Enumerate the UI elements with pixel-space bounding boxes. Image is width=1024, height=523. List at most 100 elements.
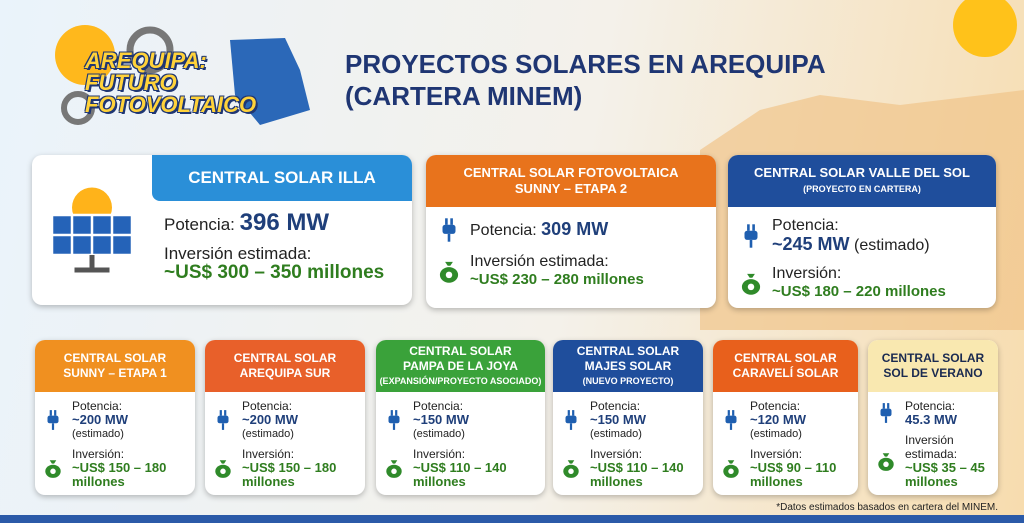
card-header: CENTRAL SOLAR FOTOVOLTAICA SUNNY – ETAPA … [426,155,716,207]
solar-panel-icon [50,187,134,273]
investment-label: Inversión: [72,447,125,461]
investment-row: Inversión: ~US$ 180 – 220 millones [738,265,986,301]
investment-text: Inversión: ~US$ 150 – 180 millones [72,447,166,489]
power-row: Potencia: 309 MW [436,217,706,243]
bag-icon [878,453,894,471]
page-title: PROYECTOS SOLARES EN AREQUIPA (CARTERA M… [345,48,826,112]
power-note: (estimado) [242,428,294,440]
power-row: Potencia: ~200 MW (estimado) [42,399,188,441]
investment-value: ~US$ 180 – 220 millones [772,283,946,300]
bag-icon [741,273,761,295]
bag-icon [723,460,739,478]
investment-value: ~US$ 110 – 140 [590,460,684,475]
power-text: Potencia: ~200 MW (estimado) [72,399,128,441]
power-row: Potencia: 45.3 MW [875,399,991,427]
card-body: Potencia: ~200 MW (estimado) Inversión: ~US$… [205,392,365,495]
card-body: Potencia: ~200 MW (estimado) Inversión: ~US$… [35,392,195,495]
investment-value: millones [413,474,466,489]
card-header: CENTRAL SOLAR MAJES SOLAR (NUEVO PROYECTO) [553,340,703,392]
investment-label: Inversión: [772,265,842,282]
power-label: Potencia: [590,399,641,413]
investment-value: millones [242,474,295,489]
card-title: CENTRAL SOLAR VALLE DEL SOL [754,165,970,180]
card-title: CARAVELÍ SOLAR [732,366,839,380]
card-body: Potencia: ~150 MW (estimado) Inversión: ~US$… [376,392,545,495]
investment-label: Inversión estimada: [905,433,958,461]
card-header: CENTRAL SOLAR CARAVELÍ SOLAR [713,340,858,392]
power-value: ~120 MW [750,412,806,427]
footnote: *Datos estimados basados en cartera del … [776,502,998,513]
power-text: Potencia: ~245 MW (estimado) [772,217,930,255]
project-card: CENTRAL SOLAR SUNNY – ETAPA 1 Potencia: ~20… [35,340,195,495]
investment-text: Inversión: ~US$ 150 – 180 millones [242,447,336,489]
power-label: Potencia: [750,399,801,413]
investment-label: Inversión: [750,447,803,461]
project-card: CENTRAL SOLAR SOL DE VERANO Potencia: 45.3 … [868,340,998,495]
investment-row: Inversión: ~US$ 150 – 180 millones [212,447,358,489]
power-value: ~245 MW [772,234,850,254]
investment-value: ~US$ 35 – 45 [905,460,985,475]
power-label: Potencia: [905,399,956,413]
power-text: Potencia: ~150 MW (estimado) [413,399,469,441]
plug-icon [565,410,577,430]
investment-row: Inversión: ~US$ 110 – 140 millones [383,447,538,489]
card-body: Potencia: ~245 MW (estimado) Inversión: ~US… [728,207,996,308]
card-body: Potencia: 309 MW Inversión estimada: ~US$ … [426,207,716,299]
power-row: Potencia: ~150 MW (estimado) [383,399,538,441]
power-note: (estimado) [413,428,465,440]
card-subtitle: (EXPANSIÓN/PROYECTO ASOCIADO) [379,375,542,386]
power-note: (estimado) [853,237,930,254]
investment-text: Inversión: ~US$ 110 – 140 millones [590,447,684,489]
power-note: (estimado) [72,428,124,440]
power-text: Potencia: 309 MW [470,220,608,240]
bag-icon [215,460,231,478]
project-card: CENTRAL SOLAR CARAVELÍ SOLAR Potencia: ~120… [713,340,858,495]
project-card: CENTRAL SOLAR VALLE DEL SOL (PROYECTO EN … [728,155,996,308]
plug-icon [217,410,229,430]
card-title: AREQUIPA SUR [239,366,331,380]
power-value: 45.3 MW [905,412,958,427]
power-label: Potencia: [772,217,839,234]
investment-text: Inversión estimada: ~US$ 35 – 45 millones [905,433,991,489]
power-text: Potencia: ~120 MW (estimado) [750,399,806,441]
card-body: Potencia: ~150 MW (estimado) Inversión: ~US$… [553,392,703,495]
bag-icon [45,460,61,478]
investment-text: Inversión estimada: ~US$ 300 – 350 millon… [164,244,384,282]
power-note: (estimado) [750,428,802,440]
plug-icon [725,410,737,430]
logo-line: FUTURO [85,70,177,95]
investment-label: Inversión: [242,447,295,461]
investment-value: millones [905,474,958,489]
logo: AREQUIPA: FUTURO FOTOVOLTAICO [85,50,256,116]
card-header: CENTRAL SOLAR SOL DE VERANO [868,340,998,392]
card-subtitle: (PROYECTO EN CARTERA) [803,184,921,194]
investment-text: Inversión: ~US$ 90 – 110 millones [750,447,836,489]
project-card: CENTRAL SOLAR ILLA Potencia: 396 MW Invers… [32,155,412,305]
title-line: PROYECTOS SOLARES EN AREQUIPA [345,49,826,79]
investment-label: Inversión: [413,447,466,461]
card-header: CENTRAL SOLAR VALLE DEL SOL (PROYECTO EN … [728,155,996,207]
investment-value: millones [590,474,643,489]
investment-row: Inversión estimada: ~US$ 230 – 280 millon… [436,253,706,289]
investment-row: Inversión: ~US$ 150 – 180 millones [42,447,188,489]
card-body: Potencia: ~120 MW (estimado) Inversión: ~US$… [713,392,858,495]
power-note: (estimado) [590,428,642,440]
card-title: SOL DE VERANO [883,366,983,380]
icon-panel [32,155,152,305]
investment-value: millones [72,474,125,489]
card-title: MAJES SOLAR [584,358,672,373]
card-title: CENTRAL SOLAR [734,351,837,365]
power-value: ~150 MW [590,412,646,427]
power-row: Potencia: 396 MW [164,211,400,235]
power-row: Potencia: ~200 MW (estimado) [212,399,358,441]
power-label: Potencia: [413,399,464,413]
plug-icon [744,224,758,248]
sun [953,0,1017,57]
bag-icon [563,460,579,478]
logo-gear [126,26,174,74]
card-body: Potencia: 396 MW Inversión estimada: ~US$ … [152,201,412,294]
power-value: ~200 MW [72,412,128,427]
project-card: CENTRAL SOLAR FOTOVOLTAICA SUNNY – ETAPA … [426,155,716,308]
logo-gear [61,91,95,125]
project-card: CENTRAL SOLAR PAMPA DE LA JOYA (EXPANSIÓN/… [376,340,545,495]
